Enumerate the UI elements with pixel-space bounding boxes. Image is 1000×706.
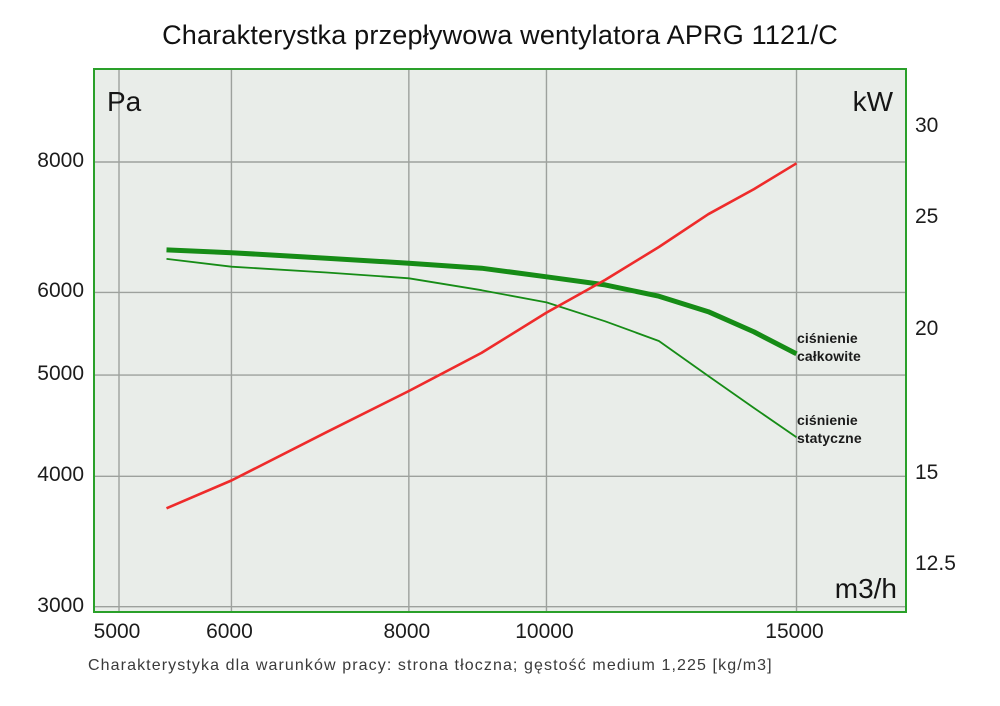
bottom-axis-tick-label: 8000 (383, 620, 431, 643)
right-axis-unit-label: kW (852, 86, 893, 117)
left-axis-unit-label: Pa (107, 86, 142, 117)
right-axis-tick-label: 12.5 (915, 552, 956, 575)
bottom-axis-tick-label: 6000 (206, 620, 253, 643)
left-axis-tick-label: 6000 (37, 279, 84, 303)
plot-canvas (95, 70, 905, 611)
left-axis-tick-label: 8000 (37, 149, 84, 172)
total-pressure-curve-label: ciśnienie całkowite (797, 330, 861, 364)
bottom-axis-tick-label: 15000 (765, 620, 824, 643)
left-axis-tick-label: 3000 (37, 593, 84, 617)
curve-moc (165, 162, 798, 510)
bottom-axis-tick-label: 5000 (93, 620, 141, 643)
chart-title: Charakterystka przepływowa wentylatora A… (162, 20, 838, 50)
right-axis-tick-label: 20 (915, 316, 939, 340)
operating-conditions-caption: Charakterystyka dla warunków pracy: stro… (88, 657, 773, 674)
curve-cisnienie-statyczne (166, 258, 798, 438)
bottom-axis-tick-label: 10000 (515, 620, 574, 643)
static-pressure-curve-label: ciśnienie statyczne (797, 412, 862, 446)
right-axis-tick-label: 30 (915, 114, 939, 137)
curve-cisnienie-calkowite (166, 247, 798, 357)
left-axis-tick-label: 4000 (37, 463, 84, 487)
right-axis-tick-label: 25 (915, 205, 939, 229)
x-axis-unit-label: m3/h (834, 573, 897, 604)
left-axis-tick-label: 5000 (37, 362, 84, 386)
plot-area: Pa kW m3/h ciśnienie całkowite ciśnienie… (93, 68, 907, 613)
right-axis-tick-label: 15 (915, 460, 939, 484)
